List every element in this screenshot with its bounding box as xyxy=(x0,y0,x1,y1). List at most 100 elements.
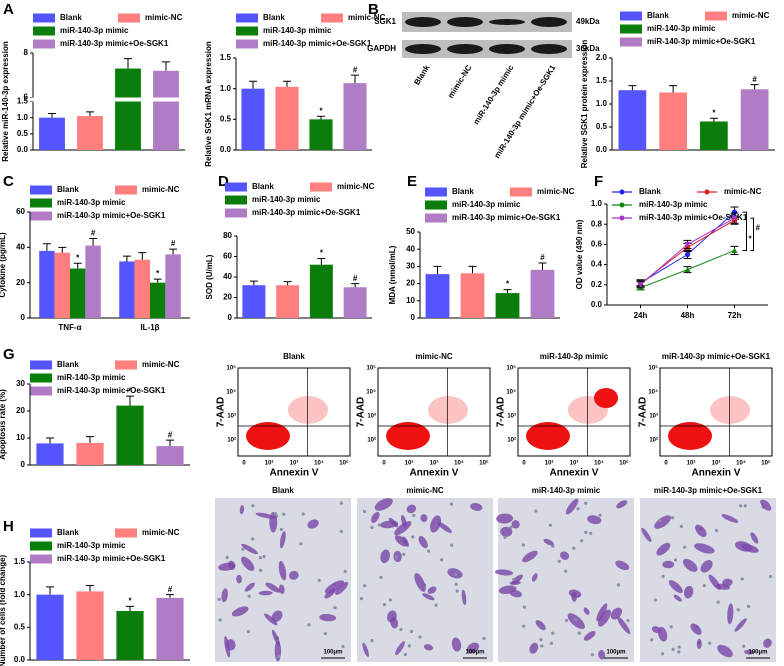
stained-cell xyxy=(690,623,702,635)
flow-x-tick: 10³ xyxy=(430,460,439,467)
error-bar xyxy=(249,280,258,286)
pore xyxy=(388,598,393,602)
error-bar xyxy=(162,61,170,71)
legend-marker xyxy=(619,215,625,221)
flow-y-tick: 10⁵ xyxy=(227,366,237,372)
y-tick-label: 8 xyxy=(24,48,29,57)
legend-marker xyxy=(704,189,710,195)
error-bar xyxy=(709,117,718,122)
error-bar xyxy=(628,85,637,91)
legend-label: Blank xyxy=(57,528,79,537)
stained-cell xyxy=(401,515,407,528)
bar xyxy=(242,285,266,318)
stained-cell xyxy=(271,629,281,647)
legend-swatch xyxy=(115,360,137,370)
pore xyxy=(225,555,229,560)
point xyxy=(637,282,644,288)
flow-x-label: Annexin V xyxy=(550,468,599,479)
band-size: 36kDa xyxy=(576,44,600,53)
bar xyxy=(39,117,65,150)
pore xyxy=(362,509,367,514)
legend-label: Blank xyxy=(57,360,79,369)
flow-y-tick: 10⁴ xyxy=(648,390,658,396)
y-tick-label: 20 xyxy=(16,278,25,287)
y-tick-label: 1.5 xyxy=(14,557,26,566)
pore xyxy=(503,535,507,539)
legend-swatch xyxy=(30,541,52,551)
micrograph-title: mimic-NC xyxy=(406,486,444,495)
flow-y-tick: 10⁵ xyxy=(367,366,377,372)
y-tick-label: 0.5 xyxy=(17,129,29,138)
y-tick-label: 20 xyxy=(16,406,25,415)
pore xyxy=(434,603,438,607)
significance-mark: # xyxy=(168,430,173,439)
pore xyxy=(565,618,569,622)
y-tick-label: 1.5 xyxy=(596,76,608,85)
pore xyxy=(509,525,513,529)
point xyxy=(684,266,691,273)
band xyxy=(447,17,483,27)
pore xyxy=(522,624,526,628)
point xyxy=(684,241,691,248)
point xyxy=(731,247,738,253)
pore xyxy=(399,627,403,632)
legend-label: miR-140-3p mimic+Oe-SGK1 xyxy=(57,554,166,563)
stained-cell xyxy=(700,560,713,573)
stained-cell xyxy=(422,593,435,601)
pore xyxy=(738,504,743,508)
micrograph-title: miR-140-3p mimic xyxy=(532,486,601,495)
stained-cell xyxy=(395,641,405,656)
significance-mark: # xyxy=(353,65,358,74)
pore xyxy=(363,584,367,588)
pore xyxy=(671,647,675,651)
bar xyxy=(241,88,265,150)
legend-label: miR-140-3p mimic+Oe-SGK1 xyxy=(60,39,169,48)
significance-mark: * xyxy=(506,280,510,289)
band-size: 49kDa xyxy=(576,17,600,26)
y-axis-label: Relative SGK1 mRNA expression xyxy=(204,41,213,167)
flow-x-tick: 10³ xyxy=(712,460,721,467)
stained-cell xyxy=(682,558,698,572)
legend-swatch xyxy=(321,13,343,23)
stained-cell xyxy=(583,630,596,641)
legend-label: Blank xyxy=(252,182,274,191)
stained-cell xyxy=(509,589,522,598)
error-bar xyxy=(46,586,54,595)
significance-mark: * xyxy=(319,106,323,115)
pore xyxy=(299,542,303,546)
stained-cell xyxy=(615,560,630,571)
stained-cell xyxy=(543,538,554,546)
pore xyxy=(341,644,345,649)
y-tick-label: 2.0 xyxy=(596,53,608,62)
panel-letter: F xyxy=(594,173,603,190)
pore xyxy=(653,598,658,602)
flow-x-tick: 10² xyxy=(687,460,696,467)
pore xyxy=(273,512,277,516)
legend-swatch xyxy=(30,185,52,195)
pore xyxy=(217,597,221,601)
y-tick-label: 0.0 xyxy=(596,145,608,154)
stained-cell xyxy=(244,582,255,592)
y-tick-label: 60 xyxy=(223,252,232,261)
stained-cell xyxy=(500,526,513,537)
pore xyxy=(241,547,245,552)
pore xyxy=(323,631,327,636)
bar xyxy=(700,121,728,150)
bar xyxy=(618,90,647,150)
stained-cell xyxy=(221,588,228,603)
pore xyxy=(301,512,305,516)
pore xyxy=(418,635,422,639)
error-bar xyxy=(669,85,678,93)
significance-mark: # xyxy=(171,239,176,248)
error-bar xyxy=(317,115,325,120)
y-tick-label: 6 xyxy=(24,93,29,102)
legend-swatch xyxy=(236,39,258,49)
stained-cell xyxy=(371,511,380,523)
flow-y-tick: 10³ xyxy=(649,413,658,420)
stained-cell xyxy=(423,644,434,651)
pore xyxy=(743,504,747,508)
pore xyxy=(673,558,678,562)
y-axis-label: SOD (U/mL) xyxy=(205,254,214,299)
flow-y-tick: 10⁴ xyxy=(366,390,376,396)
y-tick-label: 1.5 xyxy=(17,97,29,106)
